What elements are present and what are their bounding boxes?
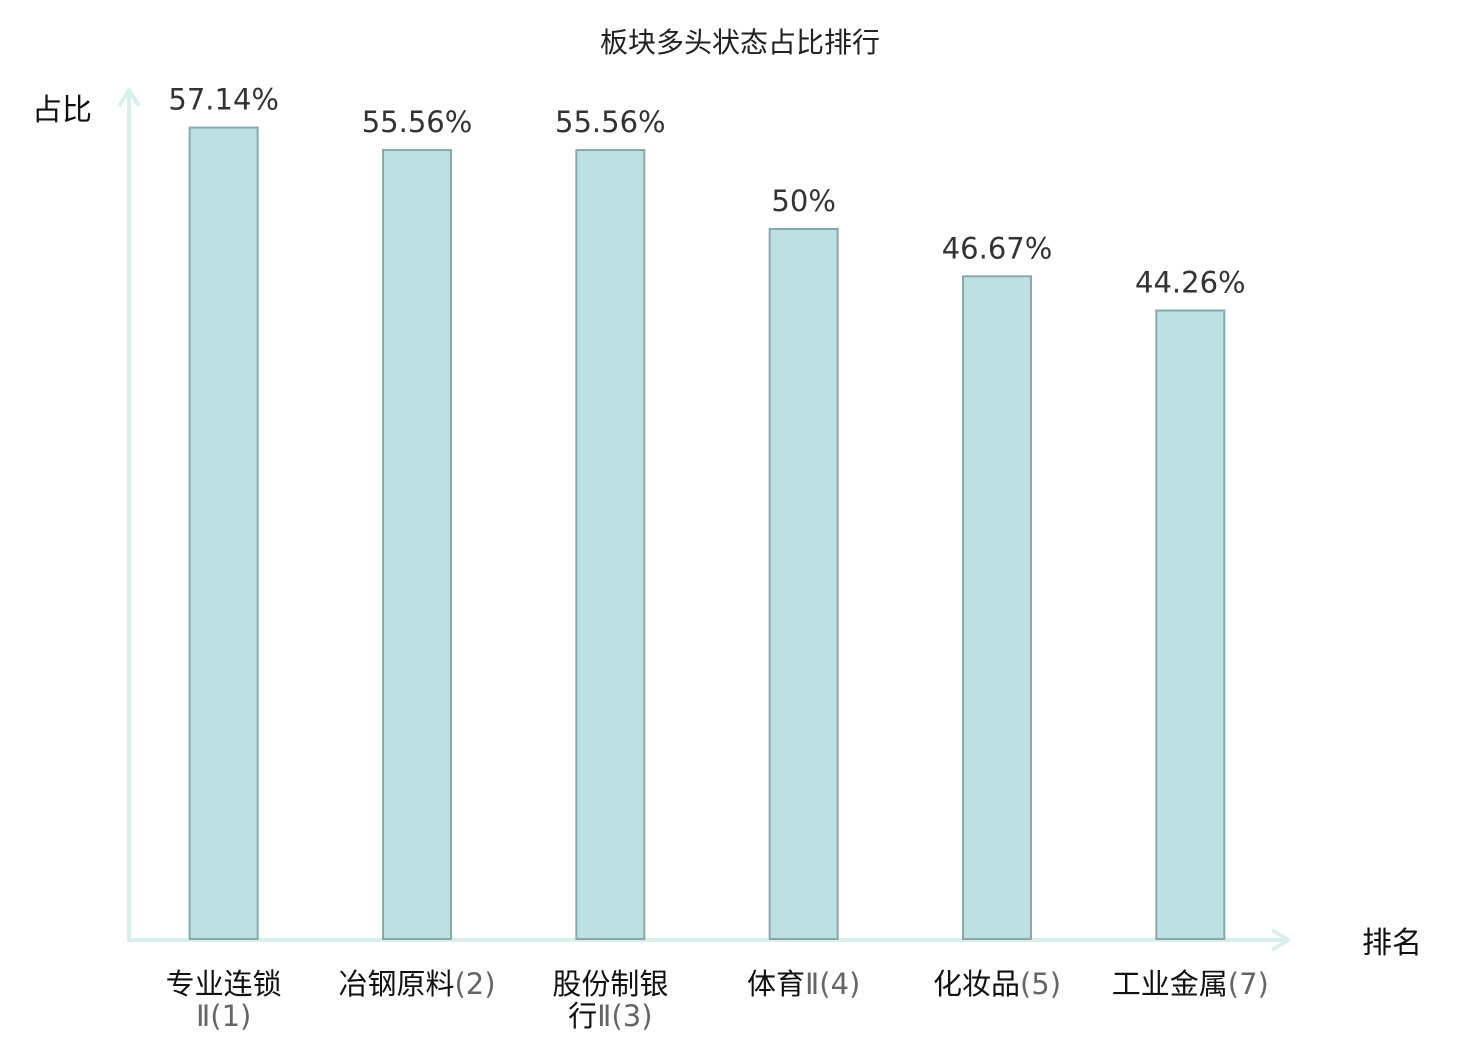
category-label-4: 体育Ⅱ(4) <box>747 967 860 1001</box>
value-label-4: 50% <box>771 184 835 218</box>
chart-title: 板块多头状态占比排行 <box>600 26 880 59</box>
bar-2 <box>382 149 452 941</box>
category-labels: Ⅱ(1)专业连锁 冶钢原料(2) 行Ⅱ(3)股份制银 体育Ⅱ(4) 化妆品(5) 工业金属… <box>166 967 1269 1033</box>
category-label-1: 专业连锁 <box>166 967 282 1001</box>
bar-5 <box>962 275 1032 940</box>
value-label-6: 44.26% <box>1135 266 1246 300</box>
bar-6 <box>1155 309 1226 940</box>
y-axis-arrow <box>117 88 141 108</box>
value-label-5: 46.67% <box>942 231 1053 265</box>
bar-series <box>188 126 1226 941</box>
value-label-1: 57.14% <box>168 83 279 117</box>
category-label-line2-3: 行Ⅱ(3) <box>568 999 652 1033</box>
value-labels: 57.14% 55.56% 55.56% 50% 46.67% 44.26% <box>168 83 1245 300</box>
y-axis-title: 占比 <box>32 93 92 128</box>
category-label-6: 工业金属(7) <box>1112 967 1269 1001</box>
category-label-5: 化妆品(5) <box>933 967 1061 1001</box>
x-axis-arrow <box>1270 928 1290 952</box>
bar-4 <box>768 228 839 940</box>
category-label-2: 冶钢原料(2) <box>338 967 495 1001</box>
x-axis-title: 排名 <box>1362 926 1422 961</box>
value-label-2: 55.56% <box>362 105 473 139</box>
bar-3 <box>575 149 646 941</box>
bar-1 <box>188 126 259 940</box>
value-label-3: 55.56% <box>555 105 666 139</box>
category-label-3: 股份制银 <box>552 967 668 1001</box>
category-label-line2-1: Ⅱ(1) <box>196 999 251 1033</box>
